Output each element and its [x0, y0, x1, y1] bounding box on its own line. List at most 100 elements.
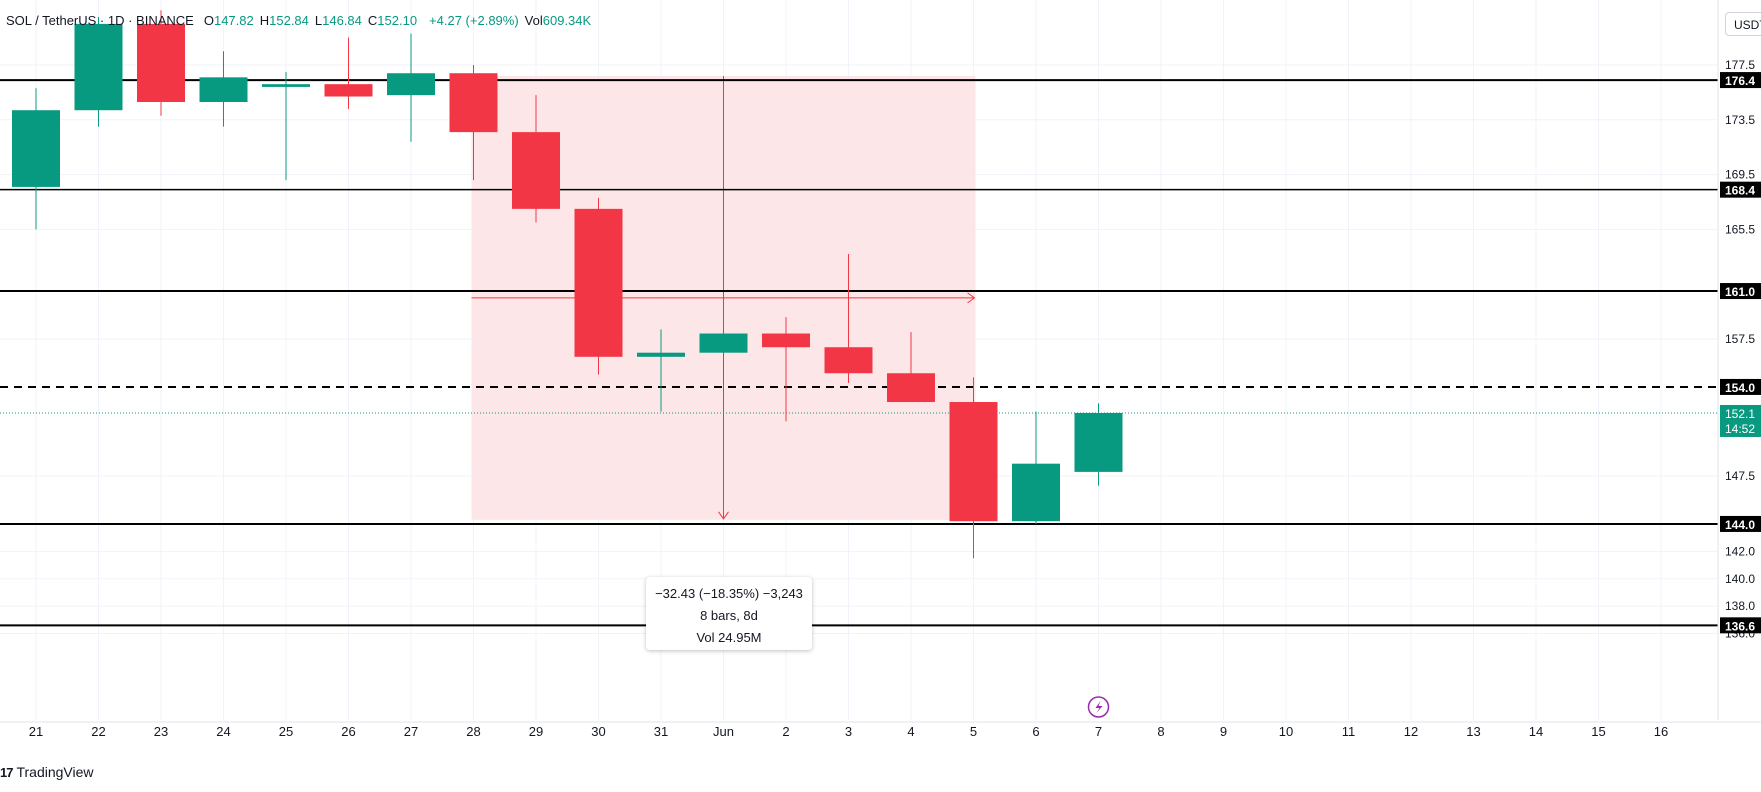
candle-Jun[interactable] [699, 333, 748, 397]
tradingview-wordmark: TradingView [16, 764, 94, 780]
candle-27[interactable] [387, 33, 435, 142]
candle-6[interactable] [1012, 411, 1060, 524]
x-tick-label: 13 [1466, 724, 1480, 739]
symbol-legend: SOL / TetherUS · 1D · BINANCE O 147.82 H… [6, 13, 597, 28]
x-tick-label: 30 [591, 724, 605, 739]
close-label: C [367, 13, 378, 28]
measure-change: −32.43 (−18.35%) −3,243 [655, 586, 803, 601]
level-price-tag [1720, 378, 1761, 395]
candle-24[interactable] [199, 51, 248, 127]
x-tick-label: 8 [1157, 724, 1164, 739]
level-price-tag [1720, 72, 1761, 89]
candle-body [449, 73, 498, 133]
x-tick-label: 5 [970, 724, 977, 739]
level-price-label: 154.0 [1725, 381, 1755, 395]
candle-body [574, 208, 623, 357]
candle-body [137, 23, 185, 102]
candle-body [949, 402, 998, 522]
level-price-tag [1720, 181, 1761, 198]
current-price-tag [1720, 404, 1761, 437]
candle-body [824, 347, 873, 374]
level-price-tag [1720, 515, 1761, 532]
x-tick-label: 22 [91, 724, 105, 739]
x-tick-label: 9 [1220, 724, 1227, 739]
y-tick-label: 138.0 [1725, 599, 1755, 613]
candle-body [1012, 463, 1060, 522]
x-tick-label: 6 [1032, 724, 1039, 739]
measure-info-box: −32.43 (−18.35%) −3,243 8 bars, 8d Vol 2… [646, 577, 812, 650]
candle-body [637, 352, 685, 357]
horizontal-levels[interactable] [0, 79, 1718, 627]
candle-22[interactable] [74, 17, 123, 127]
measure-volume: Vol 24.95M [696, 630, 762, 645]
level-price-label: 168.4 [1725, 184, 1755, 198]
candle-25[interactable] [262, 71, 310, 181]
high-value: 152.84 [269, 13, 309, 28]
tradingview-icon: 17 [0, 764, 14, 780]
x-tick-label: 29 [529, 724, 543, 739]
current-price-label: 152.1 [1725, 407, 1755, 421]
candle-30[interactable] [574, 197, 623, 375]
candle-body [699, 333, 748, 353]
tradingview-logo[interactable]: 17 TradingView [0, 764, 94, 780]
x-tick-label: 11 [1342, 724, 1356, 739]
candle-4[interactable] [887, 332, 935, 403]
level-price-label: 136.6 [1725, 619, 1755, 633]
y-tick-label: 147.5 [1725, 469, 1755, 483]
change-value: +4.27 (+2.89%) [429, 13, 519, 28]
candles[interactable] [12, 10, 1123, 559]
candle-body [887, 373, 935, 403]
level-price-tag [1720, 617, 1761, 634]
candle-body [74, 23, 123, 111]
price-labels: 176.4 168.4 161.0 154.0 144.0 136.6 152.114:52 [1720, 72, 1761, 634]
candle-2[interactable] [762, 317, 810, 422]
x-tick-label: 21 [29, 724, 43, 739]
candle-body [1074, 412, 1123, 472]
candle-28[interactable] [449, 65, 498, 181]
x-tick-label: 10 [1279, 724, 1293, 739]
x-tick-label: 27 [404, 724, 418, 739]
y-tick-label: 140.0 [1725, 572, 1755, 586]
candle-21[interactable] [12, 88, 60, 230]
candle-7[interactable] [1074, 403, 1123, 486]
open-label: O [203, 13, 214, 28]
candle-body [12, 110, 60, 187]
candle-body [199, 77, 248, 102]
x-tick-label: 26 [341, 724, 355, 739]
y-tick-label: 173.5 [1725, 113, 1755, 127]
y-tick-label: 169.5 [1725, 168, 1755, 182]
x-tick-label: 7 [1095, 724, 1102, 739]
currency-selector[interactable]: USDT [1725, 12, 1761, 36]
low-value: 146.84 [322, 13, 362, 28]
candle-26[interactable] [324, 37, 373, 109]
y-tick-label: 157.5 [1725, 332, 1755, 346]
measure-arrow-head-down [718, 511, 729, 520]
x-tick-label: 15 [1591, 724, 1605, 739]
volume-label: Vol [524, 13, 543, 28]
x-tick-label: 3 [845, 724, 852, 739]
y-tick-label: 177.5 [1725, 58, 1755, 72]
y-tick-label: 165.5 [1725, 222, 1755, 236]
x-tick-label: 31 [654, 724, 668, 739]
symbol-name[interactable]: SOL / TetherUS · 1D · BINANCE [6, 13, 194, 28]
x-tick-label: 23 [154, 724, 168, 739]
x-tick-label: 4 [907, 724, 914, 739]
measure-arrow-head-right [967, 292, 976, 304]
x-tick-label: 24 [216, 724, 230, 739]
candle-body [262, 84, 310, 87]
measure-bars: 8 bars, 8d [700, 608, 758, 623]
candle-3[interactable] [824, 254, 873, 383]
x-tick-label: 25 [279, 724, 293, 739]
candle-body [324, 84, 373, 97]
candle-23[interactable] [137, 10, 185, 116]
low-label: L [314, 13, 323, 28]
level-price-label: 176.4 [1725, 74, 1755, 88]
candle-29[interactable] [512, 95, 560, 223]
high-label: H [259, 13, 270, 28]
x-tick-label: 28 [466, 724, 480, 739]
candle-body [512, 132, 560, 209]
candle-31[interactable] [637, 329, 685, 412]
candle-5[interactable] [949, 377, 998, 559]
bar-countdown-label: 14:52 [1725, 422, 1755, 436]
